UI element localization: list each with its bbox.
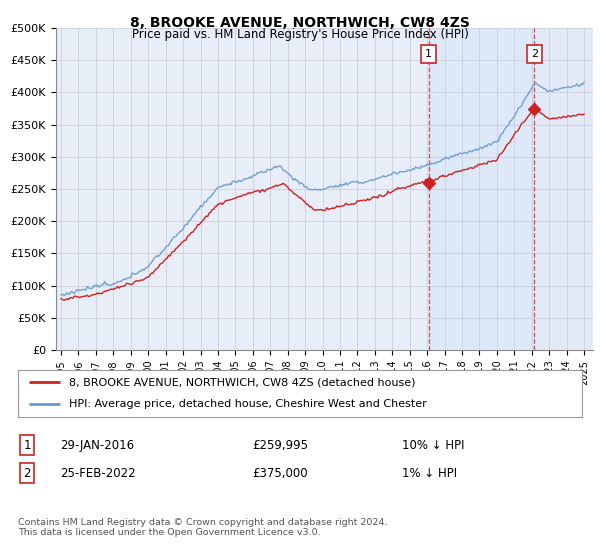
Text: Price paid vs. HM Land Registry's House Price Index (HPI): Price paid vs. HM Land Registry's House … bbox=[131, 28, 469, 41]
Text: 8, BROOKE AVENUE, NORTHWICH, CW8 4ZS (detached house): 8, BROOKE AVENUE, NORTHWICH, CW8 4ZS (de… bbox=[69, 377, 415, 388]
Text: 10% ↓ HPI: 10% ↓ HPI bbox=[402, 438, 464, 452]
Text: 29-JAN-2016: 29-JAN-2016 bbox=[60, 438, 134, 452]
Text: £259,995: £259,995 bbox=[252, 438, 308, 452]
Text: 8, BROOKE AVENUE, NORTHWICH, CW8 4ZS: 8, BROOKE AVENUE, NORTHWICH, CW8 4ZS bbox=[130, 16, 470, 30]
Text: 25-FEB-2022: 25-FEB-2022 bbox=[60, 466, 136, 480]
Text: Contains HM Land Registry data © Crown copyright and database right 2024.
This d: Contains HM Land Registry data © Crown c… bbox=[18, 518, 388, 538]
Text: 1% ↓ HPI: 1% ↓ HPI bbox=[402, 466, 457, 480]
Bar bbox=[535, 28, 593, 350]
Text: 1: 1 bbox=[425, 49, 432, 59]
Text: £375,000: £375,000 bbox=[252, 466, 308, 480]
Bar bbox=[428, 28, 535, 350]
Text: 2: 2 bbox=[23, 466, 31, 480]
Text: 1: 1 bbox=[23, 438, 31, 452]
Text: 2: 2 bbox=[531, 49, 538, 59]
Text: HPI: Average price, detached house, Cheshire West and Chester: HPI: Average price, detached house, Ches… bbox=[69, 399, 427, 409]
